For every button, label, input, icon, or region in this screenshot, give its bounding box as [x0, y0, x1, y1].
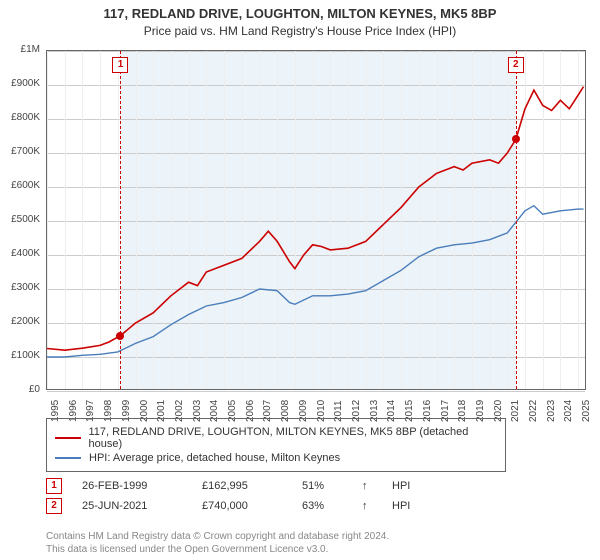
x-tick-label: 2024 — [563, 400, 574, 422]
price-line — [47, 87, 584, 351]
y-tick-label: £100K — [0, 350, 40, 361]
y-tick-label: £500K — [0, 214, 40, 225]
y-tick-label: £200K — [0, 316, 40, 327]
x-tick-label: 2021 — [510, 400, 521, 422]
sale-dot — [116, 332, 124, 340]
series-svg — [47, 51, 587, 391]
footer-line1: Contains HM Land Registry data © Crown c… — [46, 530, 389, 543]
title-subtitle: Price paid vs. HM Land Registry's House … — [0, 24, 600, 38]
y-tick-label: £400K — [0, 248, 40, 259]
x-tick-label: 2022 — [528, 400, 539, 422]
title-address: 117, REDLAND DRIVE, LOUGHTON, MILTON KEY… — [0, 6, 600, 21]
sale-row-marker: 1 — [46, 478, 62, 494]
sale-row: 2 25-JUN-2021 £740,000 63% ↑ HPI — [46, 498, 586, 514]
legend-item-hpi: HPI: Average price, detached house, Milt… — [55, 452, 497, 464]
legend-label-price: 117, REDLAND DRIVE, LOUGHTON, MILTON KEY… — [89, 426, 498, 450]
chart-container: 117, REDLAND DRIVE, LOUGHTON, MILTON KEY… — [0, 0, 600, 560]
sale-pct: 63% — [302, 500, 342, 512]
y-tick-label: £700K — [0, 146, 40, 157]
sales-table: 1 26-FEB-1999 £162,995 51% ↑ HPI 2 25-JUN-2021 £… — [46, 474, 586, 518]
y-tick-label: £600K — [0, 180, 40, 191]
sale-price: £740,000 — [202, 500, 282, 512]
sale-date: 26-FEB-1999 — [82, 480, 182, 492]
footer: Contains HM Land Registry data © Crown c… — [46, 530, 389, 556]
footer-line2: This data is licensed under the Open Gov… — [46, 543, 389, 556]
sale-row-marker: 2 — [46, 498, 62, 514]
sale-price: £162,995 — [202, 480, 282, 492]
hpi-line — [47, 206, 584, 357]
legend: 117, REDLAND DRIVE, LOUGHTON, MILTON KEY… — [46, 418, 506, 472]
y-tick-label: £800K — [0, 112, 40, 123]
up-arrow-icon: ↑ — [362, 500, 372, 512]
legend-label-hpi: HPI: Average price, detached house, Milt… — [89, 452, 340, 464]
sale-row: 1 26-FEB-1999 £162,995 51% ↑ HPI — [46, 478, 586, 494]
sale-dot — [512, 135, 520, 143]
legend-swatch-price — [55, 437, 81, 439]
y-tick-label: £0 — [0, 384, 40, 395]
sale-marker-1: 1 — [112, 57, 128, 73]
x-tick-label: 2025 — [581, 400, 592, 422]
y-tick-label: £1M — [0, 44, 40, 55]
x-tick-label: 2023 — [546, 400, 557, 422]
up-arrow-icon: ↑ — [362, 480, 372, 492]
legend-swatch-hpi — [55, 457, 81, 459]
sale-suffix: HPI — [392, 500, 410, 512]
sale-pct: 51% — [302, 480, 342, 492]
sale-suffix: HPI — [392, 480, 410, 492]
y-tick-label: £300K — [0, 282, 40, 293]
y-tick-label: £900K — [0, 78, 40, 89]
sale-marker-2: 2 — [508, 57, 524, 73]
sale-date: 25-JUN-2021 — [82, 500, 182, 512]
legend-item-price: 117, REDLAND DRIVE, LOUGHTON, MILTON KEY… — [55, 426, 497, 450]
plot-region: 12 — [46, 50, 586, 390]
title-block: 117, REDLAND DRIVE, LOUGHTON, MILTON KEY… — [0, 0, 600, 38]
chart-area: 12 £0£100K£200K£300K£400K£500K£600K£700K… — [46, 50, 586, 390]
sale-dash — [516, 51, 517, 389]
